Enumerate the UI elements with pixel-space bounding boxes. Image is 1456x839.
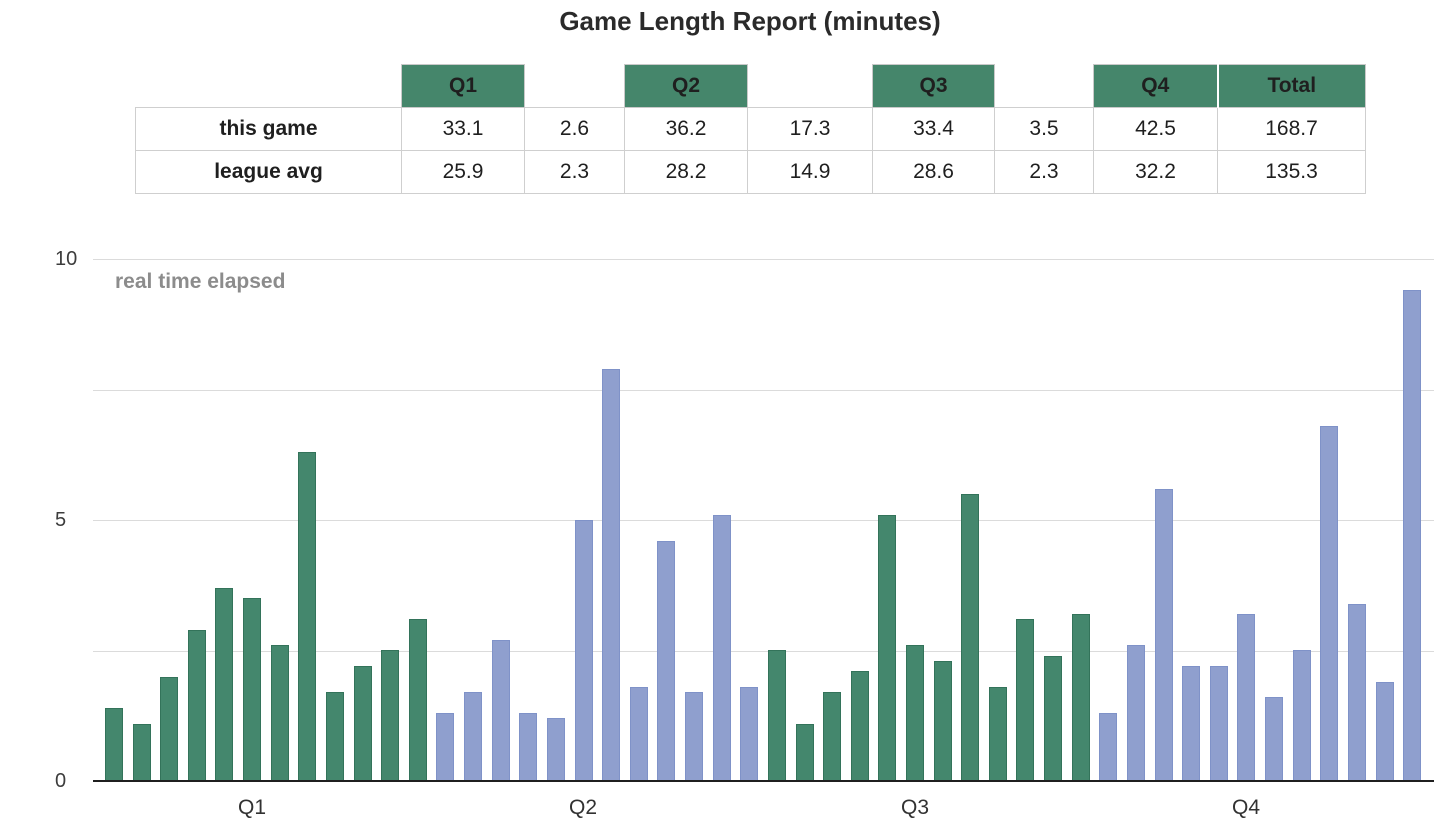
table-value-cell: 17.3 bbox=[747, 107, 873, 151]
row-label: league avg bbox=[135, 150, 402, 194]
chart-bar-q2-8 bbox=[630, 687, 648, 781]
table-header-row: Q1 Q2 Q3 Q4 Total bbox=[136, 64, 1366, 108]
chart-bar-q3-5 bbox=[878, 515, 896, 781]
chart-bar-q2-9 bbox=[657, 541, 675, 781]
table-value-cell: 2.3 bbox=[524, 150, 625, 194]
gridline bbox=[93, 651, 1434, 652]
chart-bar-q4-5 bbox=[1210, 666, 1228, 781]
x-tick-label-q2: Q2 bbox=[568, 796, 598, 819]
chart-bar-q1-7 bbox=[271, 645, 289, 781]
summary-table: Q1 Q2 Q3 Q4 Total this game 33.1 2.6 36.2 17.3 33… bbox=[135, 64, 1366, 194]
chart-bar-q4-2 bbox=[1127, 645, 1145, 781]
row-label: this game bbox=[135, 107, 402, 151]
gridline bbox=[93, 259, 1434, 260]
chart-bar-q1-8 bbox=[298, 452, 316, 781]
chart-bar-q4-8 bbox=[1293, 650, 1311, 781]
table-value-cell: 33.4 bbox=[872, 107, 995, 151]
table-value-cell: 25.9 bbox=[401, 150, 525, 194]
chart-annotation: real time elapsed bbox=[115, 270, 286, 293]
chart-bar-q1-6 bbox=[243, 598, 261, 781]
chart-bar-q2-6 bbox=[575, 520, 593, 781]
chart-bar-q3-6 bbox=[906, 645, 924, 781]
table-value-cell: 135.3 bbox=[1217, 150, 1366, 194]
chart-bar-q1-9 bbox=[326, 692, 344, 781]
chart-bar-q3-10 bbox=[1016, 619, 1034, 781]
table-value-cell: 42.5 bbox=[1093, 107, 1218, 151]
chart-bar-q4-9 bbox=[1320, 426, 1338, 781]
chart-bar-q1-2 bbox=[133, 724, 151, 781]
chart-bar-q4-3 bbox=[1155, 489, 1173, 781]
table-header-cell-q3: Q3 bbox=[872, 64, 995, 108]
chart-bar-q1-11 bbox=[381, 650, 399, 781]
chart-bar-q2-2 bbox=[464, 692, 482, 781]
table-value-cell: 168.7 bbox=[1217, 107, 1366, 151]
chart-bar-q4-6 bbox=[1237, 614, 1255, 781]
table-value-cell: 28.2 bbox=[624, 150, 748, 194]
gridline bbox=[93, 390, 1434, 391]
chart-bar-q2-12 bbox=[740, 687, 758, 781]
table-header-cell-q1: Q1 bbox=[401, 64, 525, 108]
table-row: this game 33.1 2.6 36.2 17.3 33.4 3.5 42.5 168.7 bbox=[135, 107, 1366, 151]
x-axis-line bbox=[93, 780, 1434, 782]
table-header-cell-q4: Q4 bbox=[1093, 64, 1218, 108]
chart-bar-q1-4 bbox=[188, 630, 206, 781]
chart-bar-q1-1 bbox=[105, 708, 123, 781]
chart-bar-q2-11 bbox=[713, 515, 731, 781]
chart-bar-q4-12 bbox=[1403, 290, 1421, 781]
chart-bar-q2-7 bbox=[602, 369, 620, 781]
x-tick-label-q4: Q4 bbox=[1231, 796, 1261, 819]
chart-bar-q2-1 bbox=[436, 713, 454, 781]
chart-bar-q3-7 bbox=[934, 661, 952, 781]
x-tick-label-q3: Q3 bbox=[900, 796, 930, 819]
y-tick-label: 0 bbox=[55, 770, 67, 792]
table-value-cell: 32.2 bbox=[1093, 150, 1218, 194]
chart-bar-q3-2 bbox=[796, 724, 814, 781]
table-value-cell: 33.1 bbox=[401, 107, 525, 151]
chart-bar-q3-9 bbox=[989, 687, 1007, 781]
chart-bar-q3-4 bbox=[851, 671, 869, 781]
table-value-cell: 2.6 bbox=[524, 107, 625, 151]
chart-bar-q2-3 bbox=[492, 640, 510, 781]
table-row: league avg 25.9 2.3 28.2 14.9 28.6 2.3 32.2 135.… bbox=[135, 150, 1366, 194]
chart-bar-q3-8 bbox=[961, 494, 979, 781]
chart-bar-q3-1 bbox=[768, 650, 786, 781]
chart-bar-q1-5 bbox=[215, 588, 233, 781]
chart-bar-q2-4 bbox=[519, 713, 537, 781]
chart-bar-q3-3 bbox=[823, 692, 841, 781]
chart-bar-q4-4 bbox=[1182, 666, 1200, 781]
x-tick-label-q1: Q1 bbox=[237, 796, 267, 819]
chart-bar-q4-7 bbox=[1265, 697, 1283, 781]
table-value-cell: 14.9 bbox=[747, 150, 873, 194]
chart-bar-q2-5 bbox=[547, 718, 565, 781]
report-title: Game Length Report (minutes) bbox=[559, 6, 941, 36]
chart-bar-q3-12 bbox=[1072, 614, 1090, 781]
chart-bar-q2-10 bbox=[685, 692, 703, 781]
chart-bar-q4-1 bbox=[1099, 713, 1117, 781]
chart-bar-q1-12 bbox=[409, 619, 427, 781]
y-tick-label: 10 bbox=[55, 248, 78, 270]
table-header-cell-q2: Q2 bbox=[624, 64, 748, 108]
table-value-cell: 36.2 bbox=[624, 107, 748, 151]
table-value-cell: 3.5 bbox=[994, 107, 1094, 151]
chart-bar-q1-10 bbox=[354, 666, 372, 781]
chart-bar-q4-10 bbox=[1348, 604, 1366, 781]
y-tick-label: 5 bbox=[55, 509, 67, 531]
chart-bar-q1-3 bbox=[160, 677, 178, 781]
chart-bar-q4-11 bbox=[1376, 682, 1394, 781]
table-header-cell-total: Total bbox=[1216, 64, 1366, 108]
gridline bbox=[93, 520, 1434, 521]
table-value-cell: 2.3 bbox=[994, 150, 1094, 194]
chart-bar-q3-11 bbox=[1044, 656, 1062, 781]
